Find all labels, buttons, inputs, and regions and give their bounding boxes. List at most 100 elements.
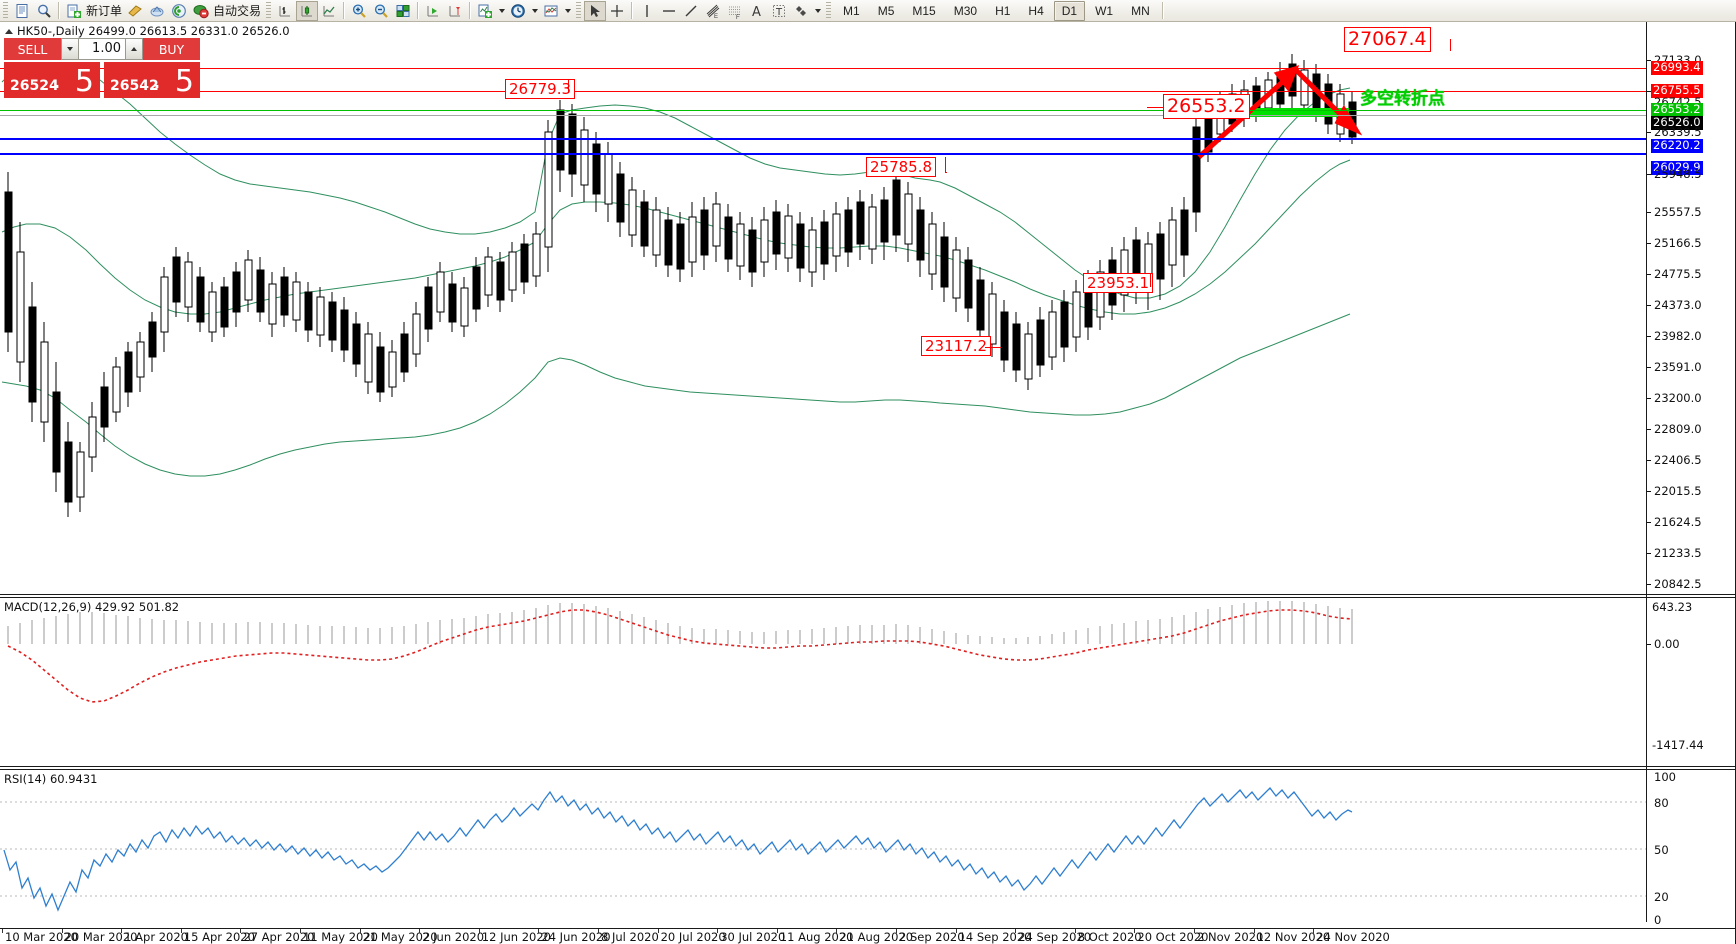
chart-note-label[interactable]: 多空转折点: [1360, 89, 1445, 109]
text-label-icon[interactable]: A: [746, 1, 768, 21]
crosshair-icon[interactable]: [606, 1, 628, 21]
macd-pane[interactable]: MACD(12,26,9) 429.92 501.82: [0, 598, 1646, 754]
annotation-26779[interactable]: 26779.3: [505, 79, 576, 99]
bar-chart-icon[interactable]: [274, 1, 296, 21]
annotation-23953[interactable]: 23953.1: [1083, 273, 1154, 293]
buy-price-display[interactable]: 26542 . 5: [104, 60, 200, 99]
horizontal-line-icon[interactable]: [658, 1, 680, 21]
timeframe-d1[interactable]: D1: [1053, 0, 1086, 21]
date-tick-label: 12 Nov 2020: [1256, 930, 1331, 944]
buy-price-decimal: 5: [174, 64, 194, 99]
toolbar-grip-4[interactable]: [826, 1, 832, 20]
annotation-27067[interactable]: 27067.4: [1344, 27, 1431, 52]
price-tick-15: [1647, 522, 1651, 523]
text-box-icon[interactable]: T: [768, 1, 790, 21]
new-order-icon[interactable]: [63, 1, 85, 21]
price-tick-label-3: 26339.5: [1654, 125, 1702, 139]
sell-button[interactable]: SELL: [4, 38, 61, 60]
rsi-scale: 100 80 50 20 0: [1647, 770, 1736, 928]
new-order-label[interactable]: 新订单: [86, 4, 123, 18]
annotation-23117-lead: [985, 347, 1001, 348]
price-tick-14: [1647, 491, 1651, 492]
chevron-down-icon-2[interactable]: [529, 1, 540, 21]
chevron-down-icon-3[interactable]: [562, 1, 573, 21]
zoom-out-icon[interactable]: [370, 1, 392, 21]
price-tag-26993: 26993.4: [1651, 60, 1703, 75]
date-tick: [121, 929, 123, 933]
toolbar-separator-6: [631, 2, 634, 19]
timeframe-mn[interactable]: MN: [1131, 3, 1150, 18]
volume-increase-icon[interactable]: [125, 38, 143, 60]
annotation-23117[interactable]: 23117.2: [921, 336, 992, 356]
buy-button[interactable]: BUY: [143, 38, 200, 60]
date-tick: [1313, 929, 1315, 933]
annotation-25785-tick: [945, 157, 946, 172]
chevron-down-icon-4[interactable]: [812, 1, 823, 21]
price-tick-8: [1647, 305, 1651, 306]
price-tick-12: [1647, 429, 1651, 430]
date-tick-label: 14 Sep 2020: [958, 930, 1032, 944]
trendline-icon[interactable]: [680, 1, 702, 21]
timeframe-m5[interactable]: M5: [877, 3, 895, 18]
sell-price-display[interactable]: 26524 . 5: [4, 60, 100, 99]
chevron-down-icon[interactable]: [496, 1, 507, 21]
navigator-icon[interactable]: [146, 1, 168, 21]
collapse-triangle-icon[interactable]: [5, 29, 13, 34]
toolbar-grip-2[interactable]: [266, 1, 272, 20]
metaeditor-icon[interactable]: [124, 1, 146, 21]
level-line-26993: [0, 68, 1646, 69]
search-icon[interactable]: [33, 1, 55, 21]
auto-scroll-icon[interactable]: [422, 1, 444, 21]
toolbar-separator: [58, 2, 60, 19]
market-watch-icon[interactable]: [168, 1, 190, 21]
volume-decrease-icon[interactable]: [61, 38, 79, 60]
rsi-pane[interactable]: RSI(14) 60.9431: [0, 770, 1646, 928]
price-pane[interactable]: HK50-,Daily 26499.0 26613.5 26331.0 2652…: [0, 22, 1646, 517]
date-tick-label: 2 Sep 2020: [899, 930, 965, 944]
rsi-tick-label-50: 50: [1654, 843, 1669, 857]
toolbar-grip[interactable]: [3, 1, 8, 20]
timeframe-m30[interactable]: M30: [953, 3, 978, 18]
volume-input[interactable]: 1.00: [79, 38, 125, 60]
period-clock-icon[interactable]: [507, 1, 529, 21]
templates-icon[interactable]: [540, 1, 562, 21]
candlestick-chart-icon[interactable]: [296, 0, 319, 21]
timeframe-w1[interactable]: W1: [1095, 3, 1114, 18]
timeframe-m1[interactable]: M1: [843, 3, 860, 18]
tile-windows-icon[interactable]: [392, 1, 414, 21]
price-tick-3: [1647, 132, 1651, 133]
toolbar-grip-3[interactable]: [576, 1, 582, 20]
cursor-icon[interactable]: [584, 0, 607, 21]
date-tick-label: 2 Nov 2020: [1197, 930, 1264, 944]
timeframe-h4[interactable]: H4: [1028, 3, 1044, 18]
chart-shift-icon[interactable]: [444, 1, 466, 21]
date-scale[interactable]: 10 Mar 2020 20 Mar 2020 1 Apr 2020 15 Apr 2…: [0, 929, 1646, 944]
rsi-tick-label-20: 20: [1654, 890, 1669, 904]
price-tick-10: [1647, 367, 1651, 368]
timeframe-h1[interactable]: H1: [995, 3, 1011, 18]
chart-area[interactable]: HK50-,Daily 26499.0 26613.5 26331.0 2652…: [0, 22, 1736, 944]
new-chart-icon[interactable]: [11, 1, 33, 21]
add-indicator-icon[interactable]: [474, 1, 496, 21]
volume-stepper[interactable]: 1.00: [61, 38, 143, 60]
main-toolbar: 新订单 自动交易: [0, 0, 1736, 22]
shapes-icon[interactable]: [790, 1, 812, 21]
zoom-in-icon[interactable]: [348, 1, 370, 21]
line-chart-icon[interactable]: [318, 1, 340, 21]
equidistant-channel-icon[interactable]: E: [702, 1, 724, 21]
price-tag-26220: 26220.2: [1651, 138, 1703, 153]
price-tick-label-12: 22809.0: [1654, 422, 1702, 436]
timeframe-m15[interactable]: M15: [912, 3, 936, 18]
date-tick: [1194, 929, 1195, 933]
vertical-line-icon[interactable]: [636, 1, 658, 21]
one-click-trading-panel[interactable]: SELL 1.00 BUY 26524 . 5 26542 . 5: [4, 38, 200, 99]
autotrading-label[interactable]: 自动交易: [213, 4, 262, 18]
date-tick-label: 11 May 2020: [303, 930, 378, 944]
annotation-26553[interactable]: 26553.2: [1163, 94, 1250, 119]
date-tick-label: 2 Jun 2020: [422, 930, 485, 944]
autotrading-icon[interactable]: [190, 1, 212, 21]
annotation-25785[interactable]: 25785.8: [866, 157, 937, 177]
fibonacci-icon[interactable]: F: [724, 1, 746, 21]
price-scale[interactable]: 27133.0 26993.4 26755.5 26742.5 26553.2 …: [1647, 22, 1736, 517]
price-tick-label-7: 24775.5: [1654, 267, 1702, 281]
